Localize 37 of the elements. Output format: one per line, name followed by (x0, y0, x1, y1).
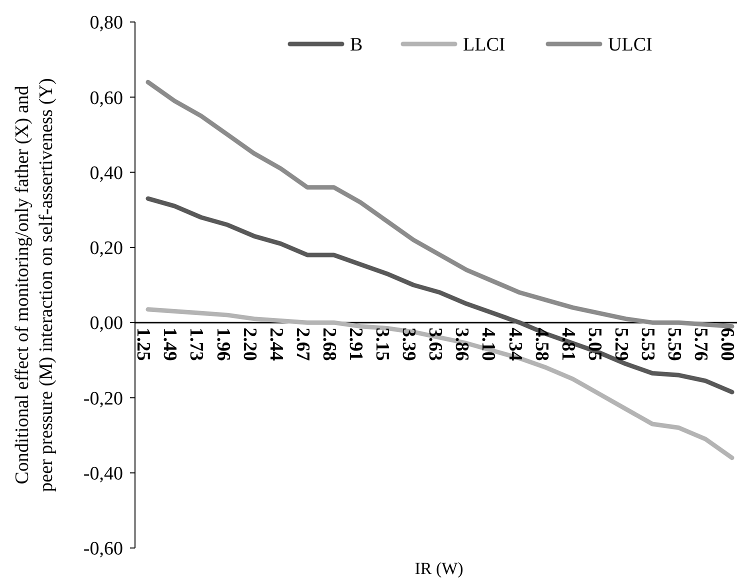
y-tick-label: -0,60 (83, 538, 123, 560)
legend-label: LLCI (463, 34, 506, 56)
x-tick-label: 6.00 (716, 328, 738, 361)
x-tick-label: 4.10 (478, 328, 499, 361)
x-tick-label: 5.59 (664, 328, 685, 361)
x-tick-label: 5.29 (610, 328, 632, 361)
x-tick-label: 2.68 (318, 328, 340, 361)
x-tick-label: 2.20 (238, 328, 260, 361)
x-tick-label: 3.86 (451, 328, 472, 361)
x-tick-label: 5.53 (637, 328, 658, 361)
y-tick-label: 0,60 (90, 88, 123, 109)
x-tick-label: 1.49 (159, 328, 180, 361)
x-tick-label: 1.25 (132, 328, 154, 361)
x-tick-label: 2.67 (292, 328, 313, 362)
x-tick-label: 3.39 (398, 328, 420, 361)
y-tick-label: 0,20 (90, 238, 123, 260)
y-tick-label: 0,80 (90, 12, 123, 34)
line-series (146, 80, 734, 329)
x-tick-label: 2.44 (265, 328, 286, 362)
y-tick-label: -0,20 (83, 388, 123, 410)
x-tick-label: 1.73 (186, 328, 207, 361)
x-tick-label: 1.96 (212, 328, 234, 361)
x-tick-label: 4.81 (557, 328, 578, 361)
legend-label: ULCI (608, 34, 652, 56)
x-tick-label: 5.05 (584, 328, 605, 361)
x-tick-label: 3.63 (424, 328, 446, 361)
x-tick-label: 5.76 (690, 328, 712, 361)
y-tick-label: -0,40 (83, 464, 123, 485)
y-tick-label: 0,00 (90, 313, 123, 334)
y-tick-label: 0,40 (90, 162, 123, 184)
x-tick-label: 2.91 (345, 328, 366, 361)
legend-label: B (350, 34, 363, 56)
y-axis-title: Conditional effect of monitoring/only father (X) and peer pressure (M) interaction on self-assertiveness (Y) (12, 78, 57, 492)
x-tick-label: 4.34 (504, 328, 526, 362)
x-tick-label: 4.58 (530, 328, 552, 361)
x-tick-label: 3.15 (372, 328, 393, 361)
x-axis-title: IR (W) (414, 559, 464, 578)
